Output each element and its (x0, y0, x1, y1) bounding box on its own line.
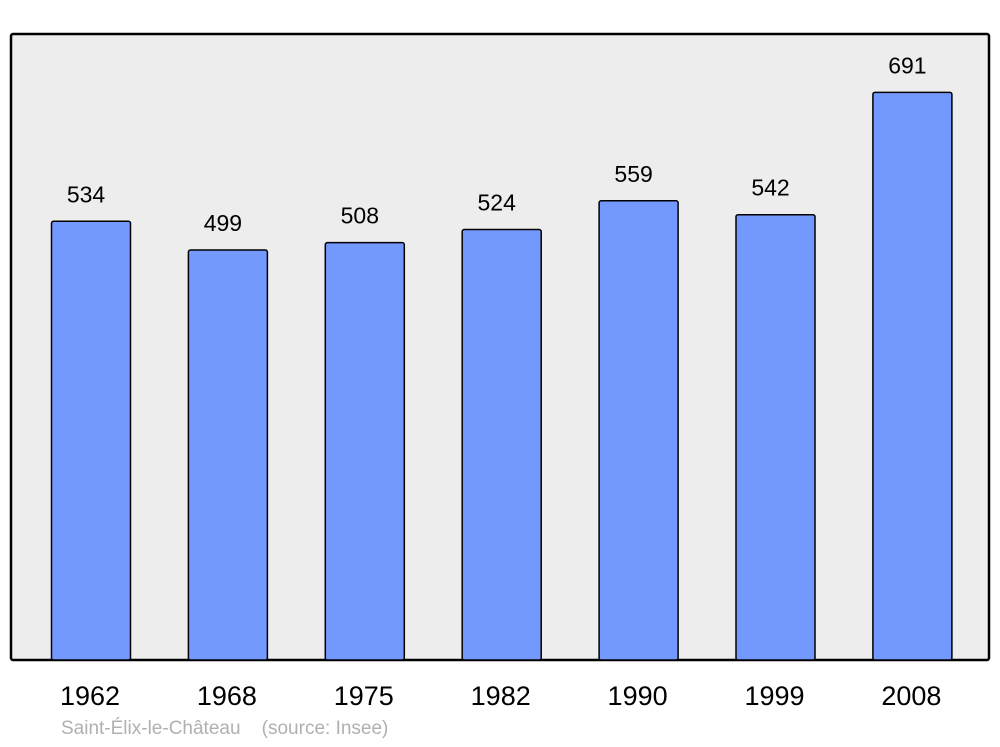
bar-1990 (598, 200, 679, 661)
caption-place: Saint-Élix-le-Château (61, 718, 241, 739)
bar-1999 (735, 213, 816, 661)
caption-source: (source: Insee) (261, 718, 389, 739)
data-label-2008: 691 (888, 52, 926, 78)
chart-caption: Saint-Élix-le-Château (source: Insee) (61, 718, 388, 740)
data-label-1975: 508 (341, 203, 379, 229)
bar-2008 (872, 91, 953, 661)
x-tick-label-2008: 2008 (881, 681, 941, 711)
data-label-1968: 499 (204, 210, 242, 236)
bar-1982 (461, 228, 542, 661)
bar-1975 (324, 241, 406, 661)
x-tick-label-1968: 1968 (197, 681, 257, 711)
x-tick-label-1982: 1982 (471, 681, 531, 711)
x-tick-label-1990: 1990 (608, 681, 668, 711)
bar-1962 (50, 220, 132, 661)
data-label-1962: 534 (67, 181, 106, 207)
bar-1968 (187, 249, 269, 661)
x-tick-label-1975: 1975 (334, 681, 394, 711)
data-label-1990: 559 (614, 161, 652, 187)
x-tick-label-1962: 1962 (60, 681, 120, 711)
data-label-1982: 524 (478, 190, 517, 216)
data-label-1999: 542 (751, 175, 789, 201)
x-tick-label-1999: 1999 (744, 681, 804, 711)
